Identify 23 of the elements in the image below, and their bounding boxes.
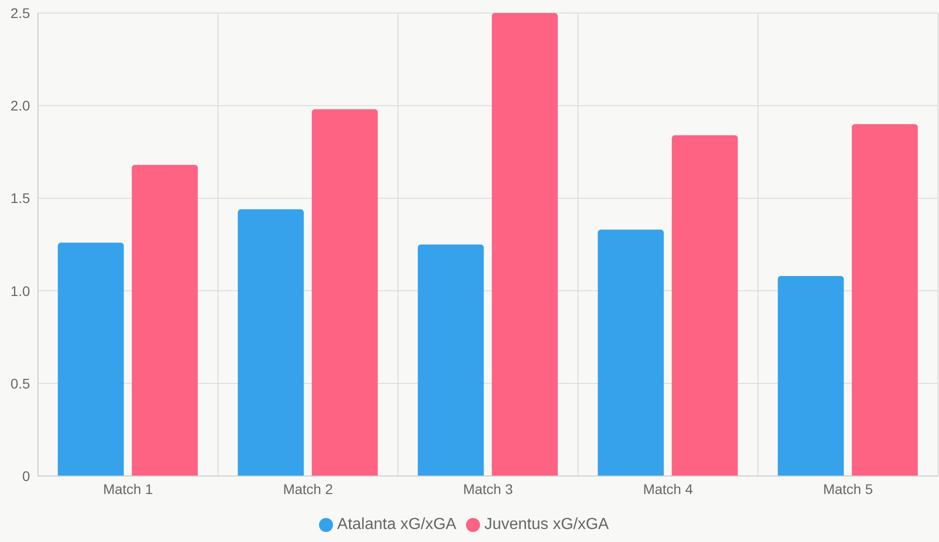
bar [238, 209, 304, 476]
bar [58, 242, 124, 476]
bar [778, 276, 844, 476]
bar [598, 230, 664, 476]
y-tick-label: 1.0 [10, 282, 30, 299]
bar [492, 13, 558, 476]
x-tick-label: Match 1 [103, 480, 154, 497]
bar [672, 135, 738, 476]
x-tick-label: Match 3 [463, 480, 514, 497]
legend-label: Juventus xG/xGA [484, 516, 609, 533]
bar [418, 244, 484, 476]
legend-label: Atalanta xG/xGA [337, 516, 456, 533]
x-tick-label: Match 4 [643, 480, 694, 497]
bar [132, 164, 198, 476]
x-tick-label: Match 2 [283, 480, 334, 497]
y-tick-label: 0.5 [10, 375, 30, 392]
y-tick-label: 2.0 [10, 98, 30, 114]
y-tick-label: 2.5 [10, 4, 30, 21]
y-tick-label: 1.5 [10, 190, 30, 206]
bar [312, 109, 378, 476]
x-tick-label: Match 5 [823, 480, 874, 497]
bar [852, 124, 918, 476]
y-tick-label: 0 [22, 468, 30, 484]
